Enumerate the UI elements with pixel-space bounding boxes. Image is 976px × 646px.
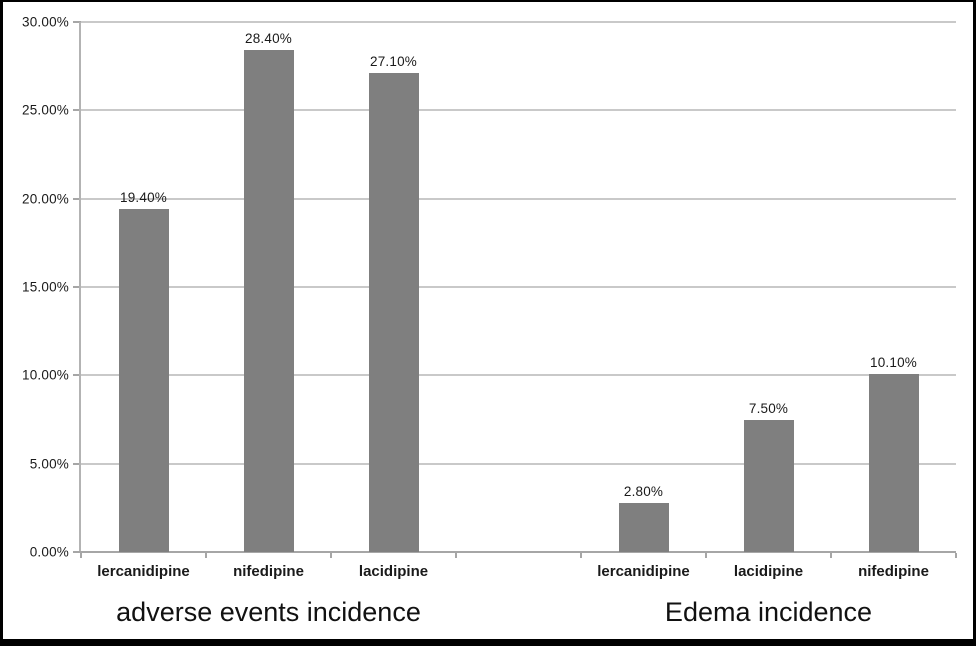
bar-value-label: 10.10%	[870, 354, 917, 370]
x-axis-line	[79, 551, 956, 553]
category-label: lercanidipine	[97, 563, 190, 580]
x-axis-tick	[705, 553, 707, 558]
gridline	[81, 462, 956, 465]
y-axis-label: 15.00%	[22, 279, 69, 295]
y-axis-label: 25.00%	[22, 102, 69, 118]
bar	[743, 419, 794, 552]
bar-value-label: 2.80%	[623, 483, 664, 499]
y-axis-label: 20.00%	[22, 191, 69, 207]
bar-value-label: 28.40%	[245, 31, 292, 47]
bar-value-label: 27.10%	[370, 54, 417, 70]
gridline	[81, 286, 956, 288]
bar	[243, 50, 294, 552]
x-axis-tick	[830, 553, 832, 558]
gridline	[81, 374, 956, 377]
y-axis-tick	[73, 374, 81, 377]
bar	[368, 73, 419, 552]
y-axis-tick	[73, 21, 81, 23]
x-axis-tick	[580, 553, 582, 558]
grouped-bar-chart: 0.00% 5.00% 10.00% 15.00% 20.00% 25.00% 30.00%…	[3, 2, 973, 639]
y-axis-label: 5.00%	[29, 456, 69, 472]
y-axis-tick	[73, 197, 81, 200]
x-axis-tick	[80, 553, 82, 558]
y-axis-tick	[73, 286, 81, 288]
gridline	[81, 197, 956, 200]
x-axis-tick	[455, 553, 457, 558]
bar	[618, 502, 669, 552]
group-title: Edema incidence	[664, 597, 873, 627]
category-label: nifedipine	[233, 563, 304, 580]
y-axis-line	[79, 22, 81, 552]
y-axis-tick	[73, 462, 81, 465]
x-axis-tick	[330, 553, 332, 558]
y-axis-label: 0.00%	[29, 544, 69, 560]
y-axis-label: 10.00%	[22, 367, 69, 383]
category-label: lacidipine	[733, 563, 804, 580]
gridline	[81, 109, 956, 112]
bar	[868, 373, 919, 552]
y-axis-tick	[73, 551, 81, 553]
x-axis-tick	[955, 553, 957, 558]
bar-value-label: 19.40%	[120, 190, 167, 206]
bar	[118, 209, 169, 552]
category-label: lacidipine	[358, 563, 429, 580]
category-label: lercanidipine	[597, 563, 690, 580]
x-axis-tick	[205, 553, 207, 558]
y-axis-label: 30.00%	[22, 14, 69, 30]
gridline	[81, 21, 956, 23]
category-label: nifedipine	[858, 563, 929, 580]
bar-value-label: 7.50%	[748, 400, 789, 416]
group-title: adverse events incidence	[116, 597, 421, 627]
y-axis-tick	[73, 109, 81, 112]
